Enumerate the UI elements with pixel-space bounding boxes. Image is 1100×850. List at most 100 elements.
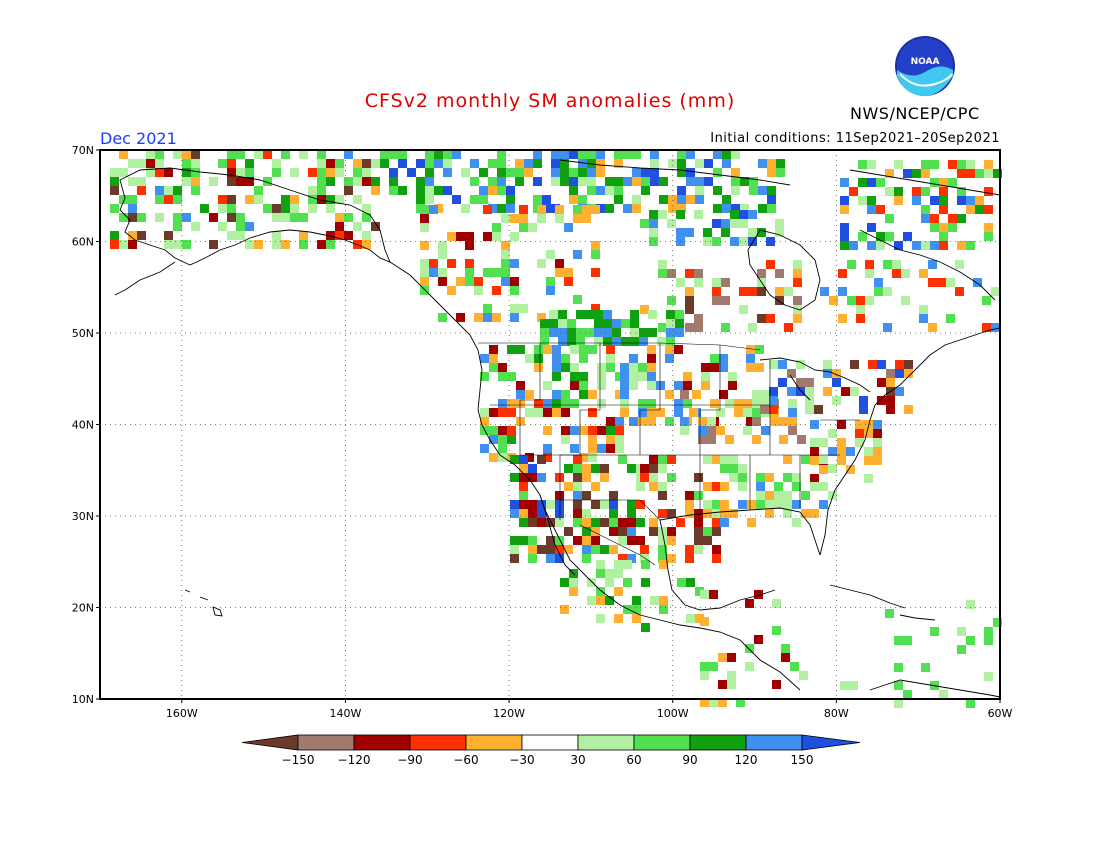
anomaly-cell: [792, 482, 801, 491]
anomaly-cell: [434, 186, 443, 195]
anomaly-cell: [588, 426, 597, 435]
anomaly-cell: [119, 240, 128, 249]
anomaly-cell: [317, 168, 326, 177]
anomaly-cell: [788, 399, 797, 408]
anomaly-cell: [721, 278, 730, 287]
anomaly-cell: [615, 390, 624, 399]
anomaly-cell: [638, 372, 647, 381]
anomaly-cell: [335, 213, 344, 222]
anomaly-cell: [767, 195, 776, 204]
anomaly-cell: [858, 232, 867, 241]
anomaly-cell: [694, 509, 703, 518]
anomaly-cell: [353, 195, 362, 204]
anomaly-cell: [739, 305, 748, 314]
lon-tick-label: 60W: [988, 707, 1013, 720]
anomaly-cell: [591, 536, 600, 545]
anomaly-cell: [627, 527, 636, 536]
anomaly-cell: [507, 426, 516, 435]
anomaly-cell: [443, 168, 452, 177]
anomaly-cell: [582, 527, 591, 536]
anomaly-cell: [707, 417, 716, 426]
anomaly-cell: [191, 159, 200, 168]
anomaly-cell: [425, 150, 434, 159]
anomaly-cell: [552, 390, 561, 399]
anomaly-cell: [856, 296, 865, 305]
anomaly-cell: [110, 231, 119, 240]
anomaly-cell: [864, 474, 873, 483]
anomaly-cell: [605, 569, 614, 578]
anomaly-cell: [716, 408, 725, 417]
anomaly-cell: [587, 596, 596, 605]
anomaly-cell: [757, 314, 766, 323]
anomaly-cell: [443, 159, 452, 168]
anomaly-cell: [966, 169, 975, 178]
anomaly-cell: [873, 429, 882, 438]
anomaly-cell: [416, 177, 425, 186]
anomaly-cell: [629, 372, 638, 381]
anomaly-cell: [218, 159, 227, 168]
anomaly-cell: [155, 186, 164, 195]
anomaly-cell: [745, 662, 754, 671]
anomaly-cell: [738, 482, 747, 491]
anomaly-cell: [209, 213, 218, 222]
anomaly-cell: [668, 195, 677, 204]
anomaly-cell: [667, 554, 676, 563]
anomaly-cell: [236, 168, 245, 177]
anomaly-cell: [939, 232, 948, 241]
anomaly-cell: [674, 399, 683, 408]
anomaly-cell: [597, 372, 606, 381]
anomaly-cell: [775, 296, 784, 305]
anomaly-cell: [677, 150, 686, 159]
anomaly-cell: [560, 159, 569, 168]
anomaly-cell: [685, 287, 694, 296]
anomaly-cell: [636, 482, 645, 491]
anomaly-cell: [756, 500, 765, 509]
anomaly-cell: [731, 204, 740, 213]
anomaly-cell: [480, 372, 489, 381]
anomaly-cell: [519, 482, 528, 491]
anomaly-cell: [560, 150, 569, 159]
anomaly-cell: [600, 518, 609, 527]
anomaly-cell: [659, 605, 668, 614]
anomaly-cell: [765, 509, 774, 518]
anomaly-cell: [254, 195, 263, 204]
anomaly-cell: [966, 699, 975, 708]
anomaly-cell: [640, 219, 649, 228]
anomaly-cell: [567, 319, 576, 328]
anomaly-cell: [665, 345, 674, 354]
anomaly-cell: [236, 222, 245, 231]
anomaly-cell: [629, 354, 638, 363]
anomaly-cell: [776, 159, 785, 168]
anomaly-cell: [859, 405, 868, 414]
anomaly-cell: [272, 204, 281, 213]
anomaly-cell: [573, 536, 582, 545]
anomaly-cell: [886, 396, 895, 405]
anomaly-cell: [685, 269, 694, 278]
anomaly-cell: [155, 213, 164, 222]
noaa-logo: NOAA: [895, 36, 955, 96]
anomaly-cell: [707, 435, 716, 444]
anomaly-cell: [867, 160, 876, 169]
anomaly-cell: [819, 438, 828, 447]
anomaly-cell: [867, 205, 876, 214]
anomaly-cell: [749, 186, 758, 195]
anomaly-cell: [901, 269, 910, 278]
anomaly-cell: [371, 159, 380, 168]
anomaly-cell: [281, 195, 290, 204]
anomaly-cell: [398, 186, 407, 195]
anomaly-cell: [700, 662, 709, 671]
anomaly-cell: [788, 417, 797, 426]
anomaly-cell: [867, 223, 876, 232]
anomaly-cell: [775, 269, 784, 278]
anomaly-cell: [793, 260, 802, 269]
anomaly-cell: [119, 213, 128, 222]
anomaly-cell: [591, 205, 600, 214]
anomaly-cell: [558, 310, 567, 319]
anomaly-cell: [254, 186, 263, 195]
anomaly-cell: [128, 204, 137, 213]
anomaly-cell: [429, 268, 438, 277]
anomaly-cell: [658, 491, 667, 500]
anomaly-cell: [683, 381, 692, 390]
anomaly-cell: [743, 399, 752, 408]
anomaly-cell: [506, 186, 515, 195]
